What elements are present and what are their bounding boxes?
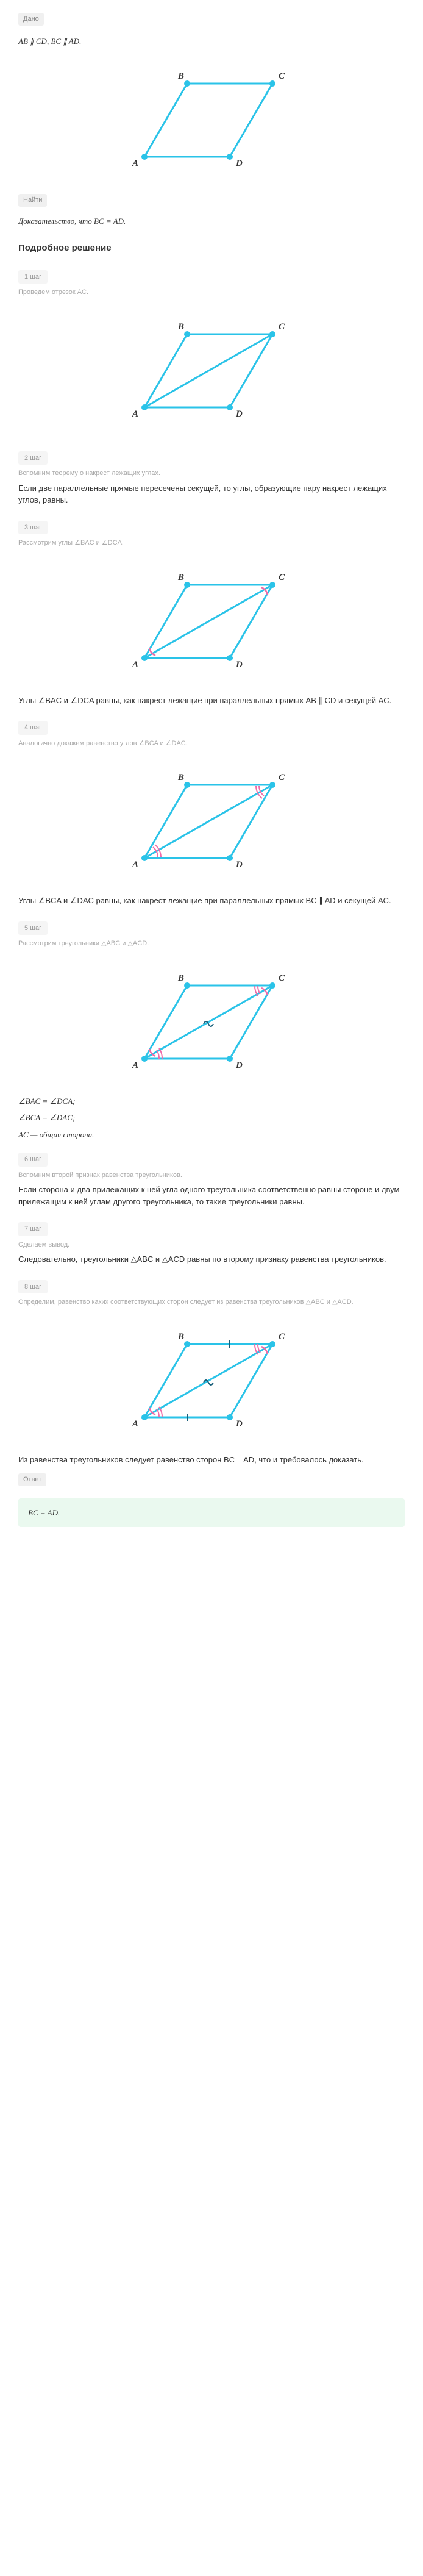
step-label-4: 4 шаг [18,721,48,735]
tag-find: Найти [18,194,47,207]
answer-text: BC = AD. [28,1508,60,1517]
step-body-2: Если две параллельные прямые пересечены … [18,482,405,506]
step-label-3: 3 шаг [18,521,48,535]
svg-text:C: C [279,1332,285,1342]
diagram-2: A B C D [114,310,309,432]
svg-text:B: B [177,973,184,983]
step-hint-8: Определим, равенство каких соответствующ… [18,1297,405,1308]
svg-text:A: A [132,660,138,670]
svg-text:D: D [235,660,243,670]
svg-text:A: A [132,409,138,419]
svg-text:D: D [235,159,243,168]
eq-1: ∠BAC = ∠DCA; [18,1095,405,1107]
step-body-3: Углы ∠BAC и ∠DCA равны, как накрест лежа… [18,695,405,707]
svg-text:B: B [177,1332,184,1342]
svg-text:C: C [279,71,285,81]
svg-text:D: D [235,409,243,419]
diagram-5: A B C D [114,961,309,1083]
step-hint-1: Проведем отрезок AC. [18,287,405,298]
step-label-8: 8 шаг [18,1280,48,1294]
step-label-5: 5 шаг [18,921,48,936]
step-hint-2: Вспомним теорему о накрест лежащих углах… [18,468,405,479]
svg-text:C: C [279,973,285,983]
diagram-3: A B C D [114,560,309,682]
find-text: Доказательство, что BC = AD. [18,215,405,227]
step-label-2: 2 шаг [18,451,48,465]
svg-text:B: B [177,773,184,782]
svg-text:A: A [132,860,138,870]
step-hint-5: Рассмотрим треугольники △ABC и △ACD. [18,939,405,949]
section-title: Подробное решение [18,242,405,256]
svg-text:C: C [279,773,285,782]
step-body-6: Если сторона и два прилежащих к ней угла… [18,1184,405,1208]
svg-text:B: B [177,573,184,582]
step-label-6: 6 шаг [18,1153,48,1167]
svg-text:A: A [132,159,138,168]
svg-text:A: A [132,1419,138,1429]
tag-given: Дано [18,13,44,26]
diagram-1: A B C D [114,59,309,181]
step-hint-3: Рассмотрим углы ∠BAC и ∠DCA. [18,538,405,548]
step-hint-4: Аналогично докажем равенство углов ∠BCA … [18,739,405,749]
step-label-1: 1 шаг [18,270,48,284]
svg-text:D: D [235,1061,243,1070]
svg-text:D: D [235,1419,243,1429]
diagram-6: A B C D [114,1320,309,1442]
svg-text:B: B [177,322,184,332]
answer-box: BC = AD. [18,1498,405,1528]
step-body-8: Из равенства треугольников следует равен… [18,1454,405,1466]
given-text: AB ∥ CD, BC ∥ AD. [18,35,405,48]
step-hint-7: Сделаем вывод. [18,1240,405,1250]
step-body-7: Следовательно, треугольники △ABC и △ACD … [18,1253,405,1265]
diagram-4: A B C D [114,760,309,882]
step-body-4: Углы ∠BCA и ∠DAC равны, как накрест лежа… [18,895,405,907]
eq-2: ∠BCA = ∠DAC; [18,1112,405,1124]
svg-text:B: B [177,71,184,81]
svg-text:C: C [279,322,285,332]
step-label-7: 7 шаг [18,1222,48,1236]
svg-text:C: C [279,573,285,582]
tag-answer: Ответ [18,1473,46,1486]
svg-text:A: A [132,1061,138,1070]
step-hint-6: Вспомним второй признак равенства треуго… [18,1170,405,1181]
svg-text:D: D [235,860,243,870]
eq-3: AC — общая сторона. [18,1129,405,1141]
